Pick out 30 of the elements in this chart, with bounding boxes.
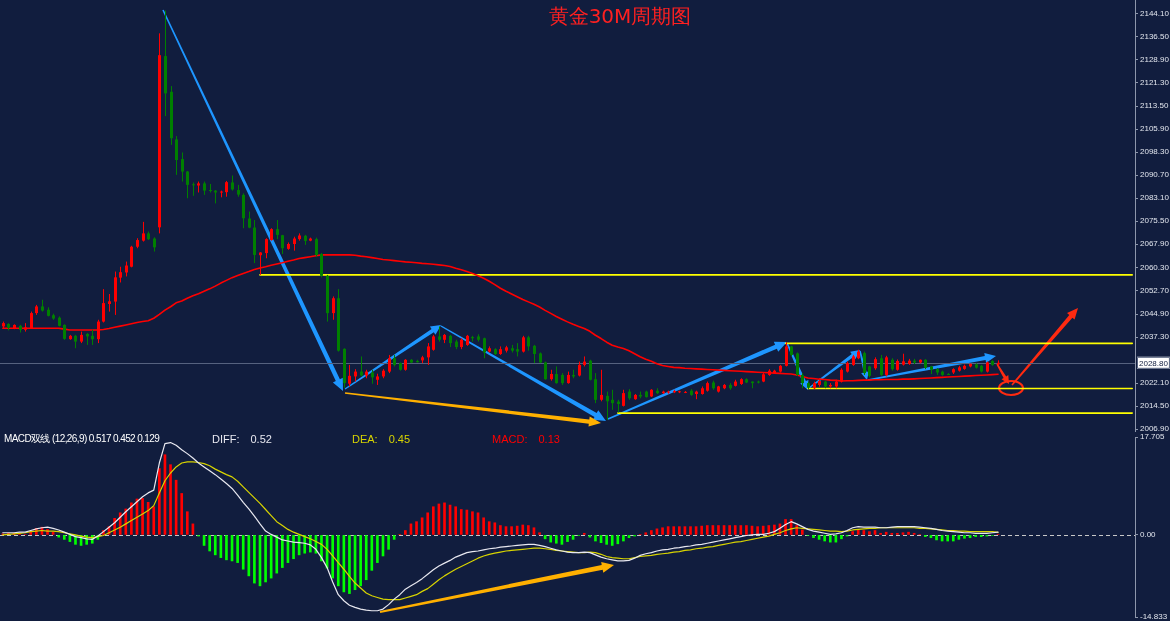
ref-line-label: 2028.80 (1139, 358, 1169, 368)
y-tick-label: 2121.30 (1140, 77, 1170, 87)
y-tick-label: 2022.10 (1140, 378, 1170, 388)
y-tick-label: 2060.30 (1140, 262, 1170, 272)
y-tick-label: 2136.50 (1140, 31, 1170, 41)
y-tick-label: 2105.90 (1140, 124, 1170, 134)
y-tick-label: 0.00 (1140, 530, 1157, 540)
y-tick-label: 2044.90 (1140, 309, 1170, 319)
chart-title: MACD双线 (12,26,9) 0.517 0.452 0.129 (4, 433, 160, 445)
text: DIFF: (212, 433, 240, 445)
y-tick-label: 2113.50 (1140, 101, 1169, 111)
chart-title: 黄金30M周期图 (548, 4, 692, 28)
annotation: 0.13 (538, 433, 560, 445)
y-tick-label: 2098.30 (1140, 147, 1170, 157)
text: MACD: (492, 433, 528, 445)
y-tick-label: 2014.50 (1140, 401, 1170, 411)
y-tick-label: 17.705 (1140, 432, 1166, 442)
y-tick-label: -14.833 (1140, 612, 1168, 621)
text: DEA: (352, 433, 378, 445)
annotation: 0.45 (388, 433, 411, 445)
y-tick-label: 2090.70 (1140, 170, 1170, 180)
y-tick-label: 2067.90 (1140, 239, 1170, 249)
annotation: 0.52 (250, 433, 272, 445)
y-tick-label: 2144.10 (1140, 8, 1170, 18)
y-tick-label: 2075.50 (1140, 216, 1170, 226)
y-tick-label: 2037.30 (1140, 332, 1170, 342)
y-tick-label: 2006.90 (1140, 424, 1170, 434)
y-tick-label: 2083.10 (1140, 193, 1170, 203)
y-tick-label: 2128.90 (1140, 54, 1170, 64)
y-tick-label: 2052.70 (1140, 285, 1170, 295)
